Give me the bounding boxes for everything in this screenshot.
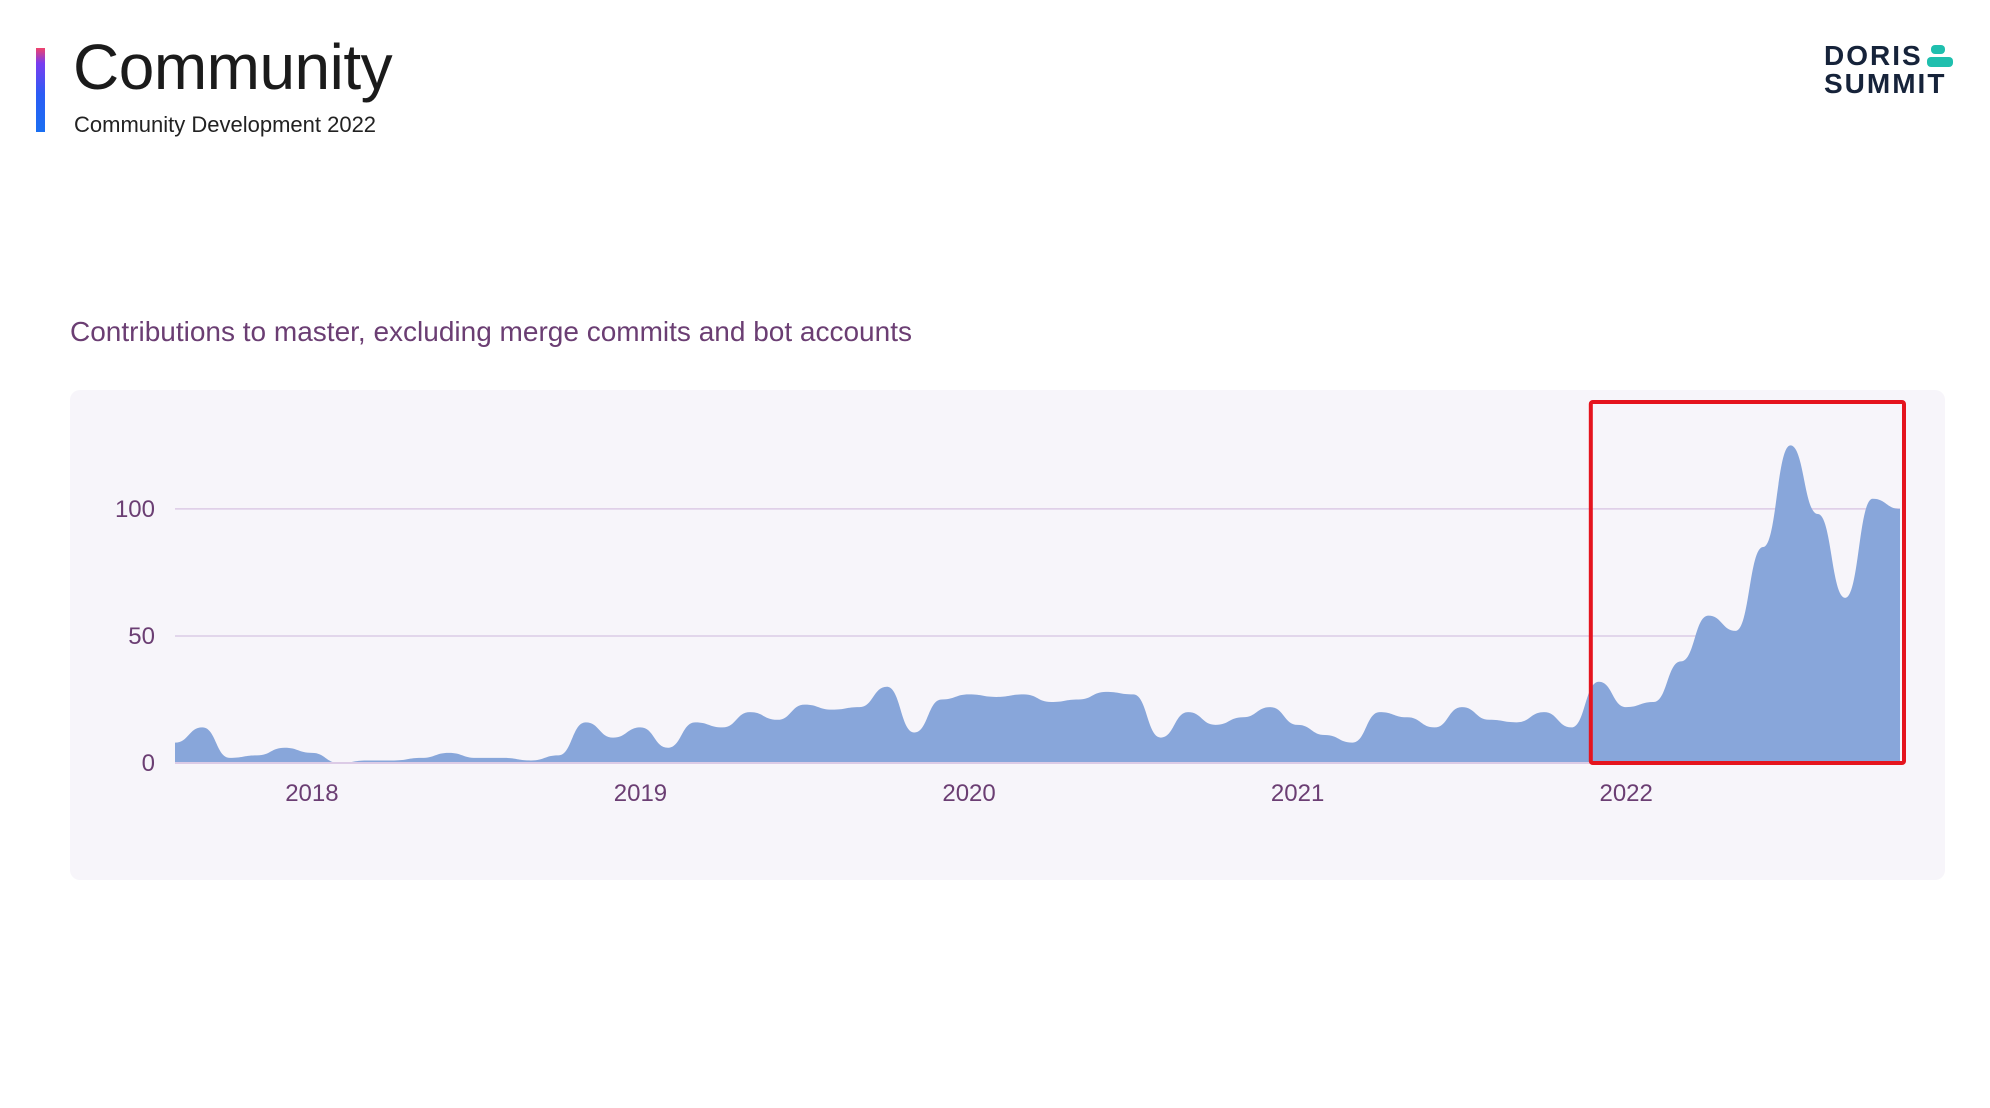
title-accent-bar	[36, 48, 45, 132]
x-tick-label-2020: 2020	[942, 780, 995, 807]
highlight-box-2022	[1588, 400, 1907, 765]
y-tick-label-50: 50	[128, 623, 155, 650]
logo-line-1: DORIS	[1824, 40, 1923, 71]
page-subtitle: Community Development 2022	[74, 112, 377, 137]
contributions-area-chart: 0 50 100 2018 2019 2020 2021 2022	[115, 400, 1907, 807]
contributions-area	[175, 445, 1900, 763]
logo-line-2: SUMMIT	[1824, 68, 1947, 99]
x-tick-label-2018: 2018	[285, 780, 338, 807]
y-tick-label-0: 0	[142, 750, 155, 777]
chart-panel: 0 50 100 2018 2019 2020 2021 2022	[70, 390, 1945, 880]
y-tick-label-100: 100	[115, 496, 155, 523]
doris-summit-logo: DORIS SUMMIT	[1824, 42, 1964, 98]
chart-title: Contributions to master, excluding merge…	[70, 316, 912, 347]
x-tick-label-2019: 2019	[614, 780, 667, 807]
x-tick-label-2022: 2022	[1599, 780, 1652, 807]
page-title: Community	[73, 31, 393, 103]
x-tick-label-2021: 2021	[1271, 780, 1324, 807]
logo-mark-icon	[1926, 45, 1953, 67]
